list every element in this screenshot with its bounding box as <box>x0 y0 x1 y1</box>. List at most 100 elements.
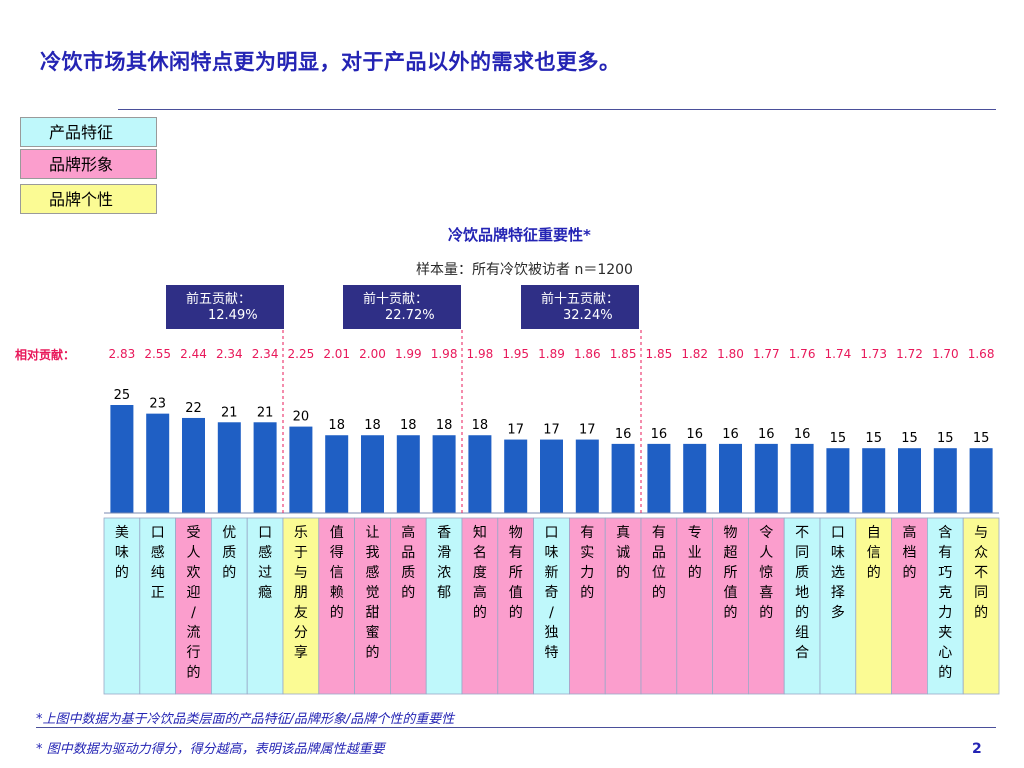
relative-contribution-value: 1.74 <box>825 347 852 361</box>
category-cell <box>604 517 642 695</box>
bar-value-label: 20 <box>293 410 310 425</box>
category-cell <box>318 517 355 695</box>
category-label: 让我感觉甜蜜的 <box>366 525 380 661</box>
bar <box>933 448 957 513</box>
relative-contribution-value: 1.86 <box>574 347 601 361</box>
bar <box>790 443 814 513</box>
bar <box>396 435 420 513</box>
bar-value-label: 15 <box>830 431 847 446</box>
category-cell <box>569 517 606 695</box>
category-label: 香滑浓郁 <box>437 525 451 601</box>
bar-value-label: 18 <box>400 418 417 433</box>
relative-contribution-value: 2.34 <box>252 347 279 361</box>
badge-value: 22.72% <box>385 308 435 323</box>
bar <box>719 443 742 513</box>
relative-contribution-value: 2.01 <box>323 347 350 361</box>
bar <box>683 443 707 513</box>
title-divider <box>118 109 996 110</box>
category-label: 有品位的 <box>652 525 666 601</box>
bar <box>862 448 886 513</box>
relative-contribution-value: 1.68 <box>968 347 995 361</box>
bar <box>468 435 492 513</box>
relative-contribution-value: 1.73 <box>860 347 887 361</box>
bar-value-label: 18 <box>472 418 489 433</box>
badge-label: 前十贡献： <box>363 292 429 307</box>
bar <box>253 422 277 513</box>
category-label: 口味新奇/独特 <box>545 525 559 661</box>
category-label: 与众不同的 <box>974 525 988 621</box>
relative-contribution-value: 1.85 <box>646 347 673 361</box>
category-label: 美味的 <box>115 525 129 581</box>
category-label: 优质的 <box>222 525 236 581</box>
bar-value-label: 16 <box>722 427 739 442</box>
relative-contribution-value: 1.99 <box>395 347 422 361</box>
category-label: 高档的 <box>903 524 917 581</box>
category-cell <box>461 517 499 695</box>
category-cell <box>210 517 248 695</box>
badge-label: 前五贡献： <box>186 292 252 307</box>
category-label: 自信的 <box>867 525 881 581</box>
bar <box>969 448 993 513</box>
category-label: 口感纯正 <box>151 525 165 601</box>
category-cell <box>855 517 892 695</box>
top10-badge: 前十贡献： 22.72% <box>343 285 461 329</box>
relative-contribution-value: 1.72 <box>896 347 923 361</box>
badge-value: 12.49% <box>208 308 258 323</box>
category-label: 令人惊喜的 <box>759 525 773 621</box>
relative-contribution-value: 1.77 <box>753 347 780 361</box>
relative-contribution-label: 相对贡献： <box>15 348 76 362</box>
bar-value-label: 16 <box>615 427 632 442</box>
category-label: 含有巧克力夹心的 <box>938 525 952 681</box>
category-label: 口感过瘾 <box>258 525 272 601</box>
relative-contribution-value: 2.44 <box>180 347 207 361</box>
bar <box>217 422 241 513</box>
category-cell <box>783 517 821 695</box>
bar <box>146 413 170 513</box>
bar-value-label: 18 <box>364 418 381 433</box>
legend-brand-image: 品牌形象 <box>20 149 157 179</box>
legend-label: 产品特征 <box>49 123 114 142</box>
page-title: 冷饮市场其休闲特点更为明显，对于产品以外的需求也更多。 <box>40 50 621 74</box>
category-cell <box>640 517 678 695</box>
category-label: 物有所值的 <box>509 525 523 621</box>
relative-contribution-value: 1.70 <box>932 347 959 361</box>
category-label: 有实力的 <box>580 525 594 601</box>
relative-contribution-value: 1.82 <box>681 347 708 361</box>
relative-contribution-value: 1.95 <box>502 347 529 361</box>
bar-value-label: 15 <box>901 431 918 446</box>
category-label: 真诚的 <box>616 525 630 581</box>
legend-label: 品牌形象 <box>49 155 114 174</box>
category-cell <box>425 517 463 695</box>
bar-value-label: 22 <box>185 401 202 416</box>
bar-value-label: 17 <box>543 423 560 438</box>
category-label: 值得信赖的 <box>330 525 344 621</box>
relative-contribution-value: 1.76 <box>789 347 816 361</box>
relative-contribution-value: 2.34 <box>216 347 243 361</box>
footnote-1: *上图中数据为基于冷饮品类层面的产品特征/品牌形象/品牌个性的重要性 <box>36 712 455 727</box>
bar <box>289 426 313 513</box>
category-cell <box>282 517 320 695</box>
bar-value-label: 16 <box>651 427 668 442</box>
category-cell <box>139 517 177 695</box>
bar-value-label: 15 <box>973 431 990 446</box>
relative-contribution-value: 1.85 <box>610 347 637 361</box>
legend-label: 品牌个性 <box>49 190 114 209</box>
category-label: 专业的 <box>688 525 702 581</box>
bar <box>826 448 850 513</box>
bar <box>110 405 134 513</box>
sample-size: 样本量：所有冷饮被访者 n＝1200 <box>416 262 633 278</box>
bar-value-label: 17 <box>507 423 524 438</box>
badge-label: 前十五贡献： <box>541 292 620 307</box>
bar <box>575 439 599 513</box>
category-cell <box>927 517 964 695</box>
legend-brand-personality: 品牌个性 <box>20 184 157 214</box>
category-cell <box>246 517 284 695</box>
category-cell <box>676 517 713 695</box>
relative-contribution-value: 1.98 <box>467 347 494 361</box>
bar-value-label: 18 <box>328 418 345 433</box>
relative-contribution-value: 1.89 <box>538 347 565 361</box>
relative-contribution-value: 2.83 <box>109 347 136 361</box>
legend-product-features: 产品特征 <box>20 117 157 147</box>
bar <box>182 417 205 513</box>
